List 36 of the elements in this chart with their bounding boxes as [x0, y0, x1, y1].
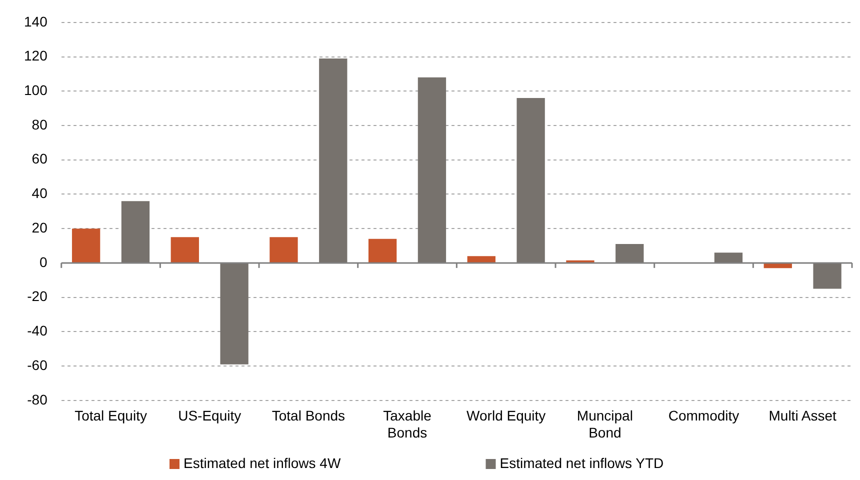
y-tick-label: 40 — [32, 185, 48, 202]
x-tick-label: Total Equity — [74, 408, 147, 424]
x-tick-label: Multi Asset — [768, 408, 837, 424]
bar — [813, 263, 842, 289]
legend-label: Estimated net inflows 4W — [183, 454, 342, 471]
y-tick-label: -20 — [27, 288, 48, 304]
x-tick-label: World Equity — [466, 408, 546, 424]
y-tick-label: 140 — [24, 13, 48, 30]
bar — [467, 256, 496, 262]
y-tick-label: 100 — [24, 82, 48, 98]
x-tick-label: Taxable Bonds — [383, 408, 432, 440]
bar — [616, 244, 644, 262]
x-tick-label: Muncipal Bond — [576, 408, 633, 440]
bar — [516, 98, 545, 262]
bar — [270, 237, 298, 262]
y-tick-label: -80 — [27, 391, 48, 408]
legend-label: Estimated net inflows YTD — [500, 454, 664, 471]
bar — [170, 237, 199, 262]
bar — [121, 201, 150, 262]
y-tick-label: 60 — [32, 150, 48, 167]
bar — [319, 58, 348, 262]
y-tick-label: 80 — [32, 116, 48, 132]
bar — [368, 238, 397, 262]
x-tick-label: US-Equity — [178, 408, 242, 424]
y-tick-label: 20 — [32, 219, 48, 236]
bar — [714, 252, 743, 262]
y-tick-label: -60 — [27, 356, 48, 373]
y-tick-label: 0 — [40, 254, 48, 270]
y-tick-label: -40 — [27, 322, 48, 339]
x-tick-label: Commodity — [668, 408, 740, 424]
y-tick-label: 120 — [24, 48, 48, 64]
x-tick-label: Total Bonds — [272, 408, 346, 424]
bar — [220, 263, 248, 364]
bar — [418, 77, 446, 262]
bar — [72, 228, 100, 262]
bar — [764, 263, 792, 268]
